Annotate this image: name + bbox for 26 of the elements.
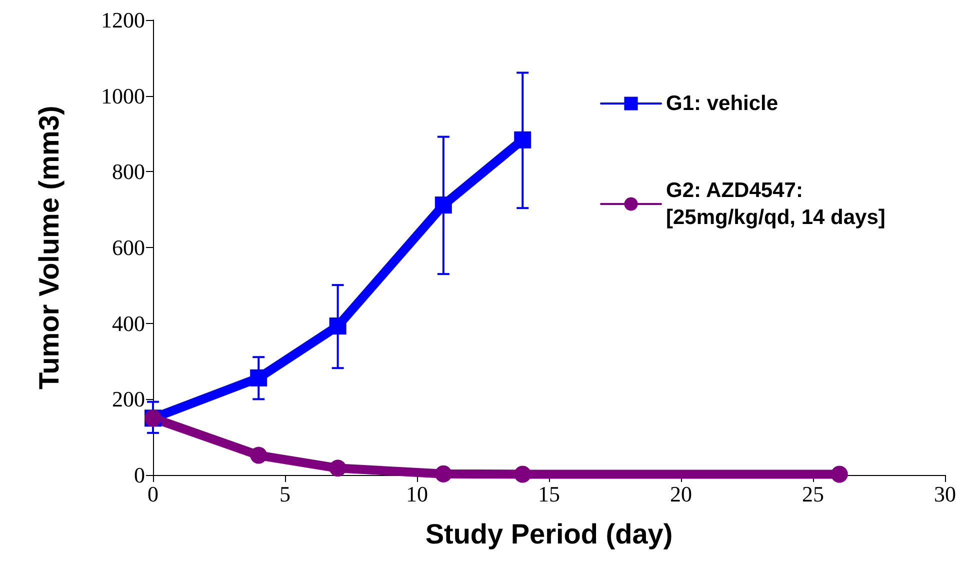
point — [329, 317, 346, 334]
x-axis-title: Study Period (day) — [425, 518, 673, 550]
x-tick-label: 10 — [406, 482, 428, 506]
y-tick-label: 1000 — [101, 83, 145, 108]
legend-label: G1: vehicle — [666, 92, 778, 115]
point — [434, 465, 452, 482]
point — [514, 466, 532, 483]
x-tick-label: 30 — [934, 482, 956, 506]
point — [514, 131, 532, 148]
y-tick-label: 200 — [112, 386, 145, 412]
x-tick-label: 20 — [670, 482, 692, 506]
y-tick-label: 400 — [112, 310, 145, 336]
legend-label: G2: AZD4547: [25mg/kg/qd, 14 days] — [666, 179, 886, 229]
x-tick-label: 15 — [538, 482, 560, 506]
point — [329, 460, 346, 477]
point — [434, 196, 452, 214]
y-tick-label: 0 — [134, 462, 145, 488]
point — [830, 466, 848, 483]
x-tick-label: 5 — [280, 482, 290, 506]
y-tick-label: 1200 — [101, 8, 145, 32]
point — [250, 446, 268, 464]
y-tick-label: 800 — [112, 159, 145, 184]
y-tick-label: 600 — [112, 235, 145, 260]
x-tick-label: 25 — [802, 482, 824, 506]
y-axis-title: Tumor Volume (mm3) — [34, 106, 64, 390]
point — [250, 369, 268, 386]
